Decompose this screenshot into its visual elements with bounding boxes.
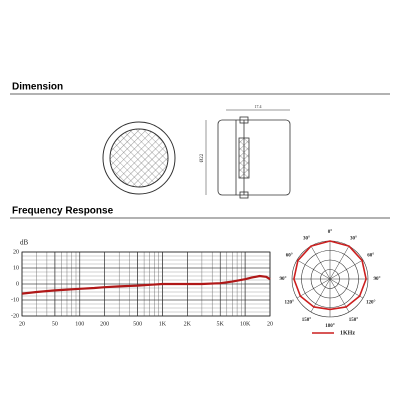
x-tick-label: 500 <box>133 321 142 327</box>
angle-label: 180° <box>325 324 335 329</box>
angle-label: 30° <box>303 236 310 241</box>
angle-label: 120° <box>366 301 376 306</box>
response-line <box>21 274 271 295</box>
polar-spoke <box>296 259 331 280</box>
y-tick-label: 10 <box>13 265 19 271</box>
x-tick-label: 100 <box>75 321 84 327</box>
angle-label: 0° <box>328 230 333 235</box>
angle-label: 90° <box>280 277 287 282</box>
x-tick-label: 2K <box>184 321 192 327</box>
polar-spoke <box>329 278 364 299</box>
polar-line <box>293 240 367 311</box>
polar-spoke <box>296 278 331 299</box>
y-tick-label: 20 <box>13 249 19 255</box>
angle-label: 60° <box>286 254 293 259</box>
section-title: Dimension <box>12 82 63 93</box>
angle-label: 90° <box>374 277 381 282</box>
y-tick-label: 0 <box>16 281 19 287</box>
x-tick-label: 1K <box>159 321 167 327</box>
angle-label: 150° <box>349 318 359 323</box>
front-view <box>102 121 176 195</box>
angle-label: 120° <box>285 301 295 306</box>
angle-label: 30° <box>350 236 357 241</box>
polar-spoke <box>329 245 350 280</box>
section-title: Frequency Response <box>12 206 114 217</box>
polar-spoke <box>310 245 331 280</box>
legend-label: 1KHz <box>340 330 355 336</box>
polar-spoke <box>329 259 364 280</box>
axis-label: dB <box>20 239 29 247</box>
angle-label: 150° <box>302 318 312 323</box>
y-tick-label: -20 <box>11 313 19 319</box>
x-tick-label: 20 <box>267 321 273 327</box>
x-tick-label: 10K <box>240 321 251 327</box>
side-view <box>205 109 291 199</box>
dimension-label: Ø22 <box>200 153 205 162</box>
x-tick-label: 50 <box>52 321 58 327</box>
x-tick-label: 5K <box>217 321 225 327</box>
x-tick-label: 20 <box>19 321 25 327</box>
dimension-label: 17.4 <box>255 104 262 109</box>
angle-label: 60° <box>367 254 374 259</box>
y-tick-label: -10 <box>11 297 19 303</box>
x-tick-label: 200 <box>100 321 109 327</box>
